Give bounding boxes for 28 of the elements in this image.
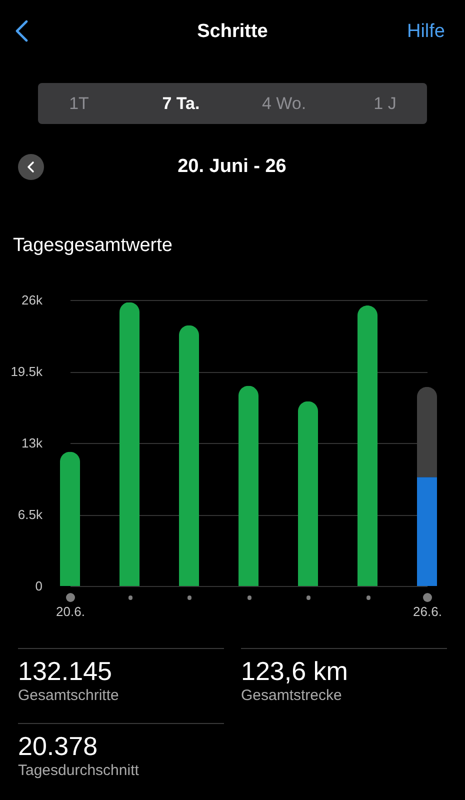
text: Tagesdurchschnitt [18,761,139,781]
text: 20.378 [18,731,98,761]
x-tick-label: 26.6. [413,604,442,619]
y-tick-label: 0 [35,578,42,594]
y-tick-label: 6.5k [18,507,43,522]
text: 4 Wo. [262,93,306,114]
y-tick-label: 26k [22,292,43,308]
text: 132.145 [18,656,112,686]
text: Gesamtschritte [18,686,119,706]
bar [60,452,80,586]
bar [179,325,199,586]
bar [238,386,258,586]
text: 1T [69,93,89,114]
x-tick-label: 20.6. [56,604,85,619]
text: Hilfe [406,20,445,44]
bar [120,302,140,586]
bar [417,477,437,586]
text: 7 Ta. [162,93,200,114]
y-tick-label: 19.5k [10,364,43,379]
chart-subtitle: 20. Juni - 26 [178,155,286,179]
text: Tagesgesamtwerte [13,234,172,258]
text: 1 J [374,93,396,114]
chart-title: Schritte [197,20,268,44]
bar [298,401,318,586]
text: 123,6 km [241,656,348,686]
bar [358,306,378,586]
text: Gesamtstrecke [241,686,342,706]
y-tick-label: 13k [22,436,43,450]
